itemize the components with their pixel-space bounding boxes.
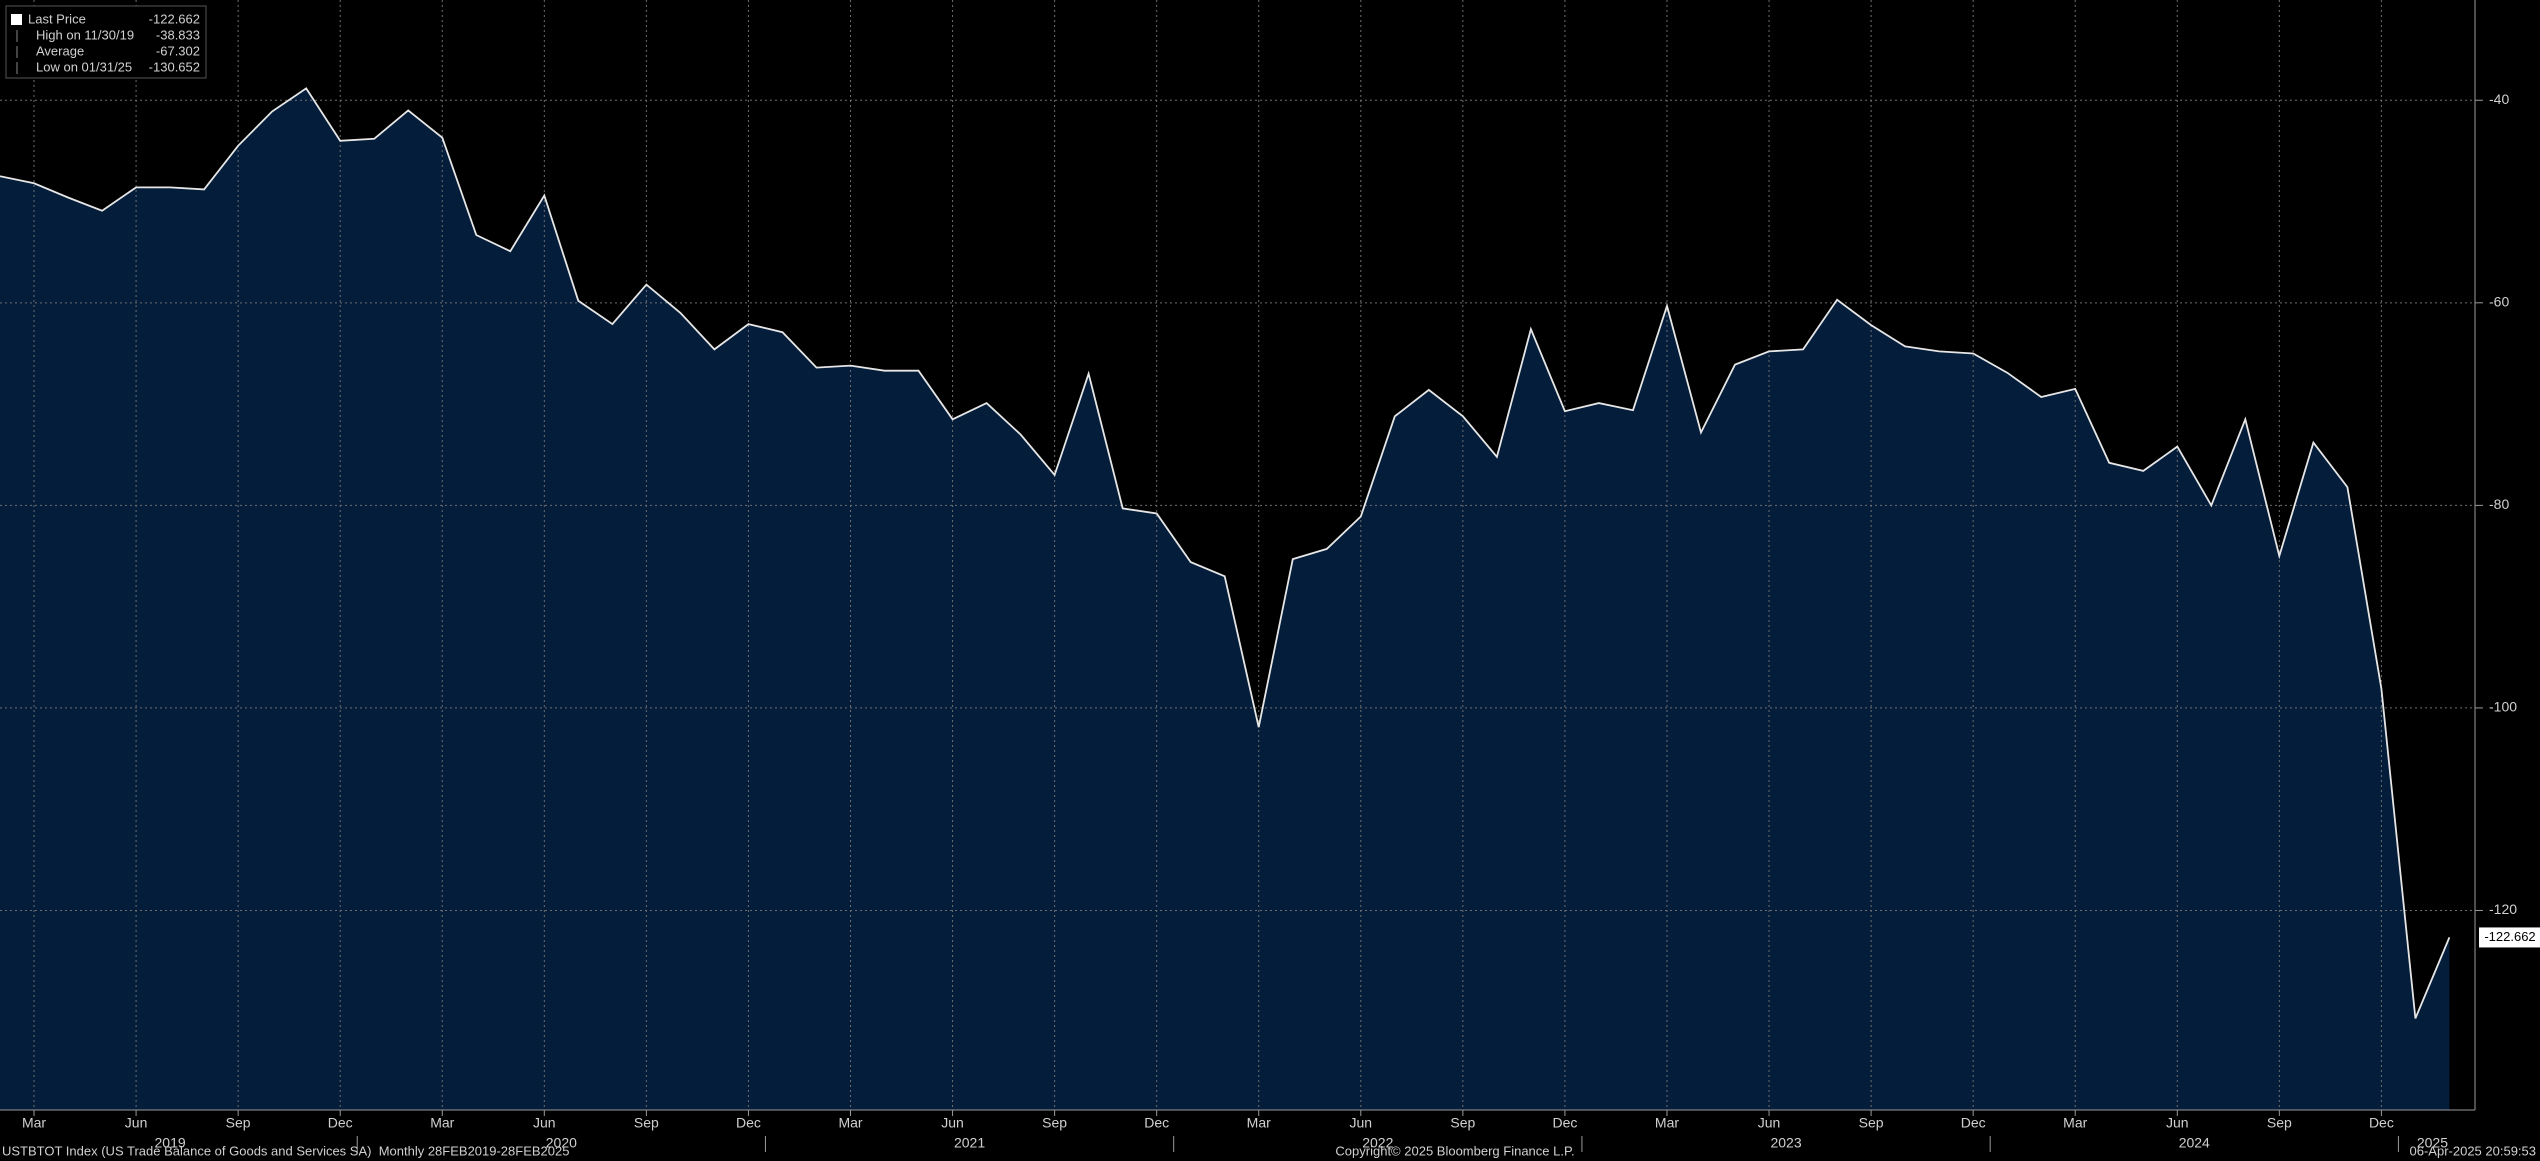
y-tick-label: -80 <box>2489 496 2509 512</box>
x-tick-label: Jun <box>2166 1115 2189 1131</box>
x-tick-label: Sep <box>1450 1115 1475 1131</box>
y-tick-label: -60 <box>2489 294 2509 310</box>
legend-label: Low on 01/31/25 <box>36 59 132 74</box>
x-tick-label: Sep <box>1042 1115 1067 1131</box>
legend-value: -38.833 <box>156 27 200 42</box>
area <box>0 88 2450 1110</box>
y-tick-label: -40 <box>2489 91 2509 107</box>
legend-label: Average <box>36 43 84 58</box>
legend-value: -67.302 <box>156 43 200 58</box>
x-tick-label: Sep <box>1859 1115 1884 1131</box>
footer-center: Copyright© 2025 Bloomberg Finance L.P. <box>1335 1143 1574 1158</box>
x-tick-label: Mar <box>838 1115 862 1131</box>
y-tick-label: -120 <box>2489 901 2517 917</box>
y-tick-label: -100 <box>2489 699 2517 715</box>
last-price-label: -122.662 <box>2484 929 2535 944</box>
x-tick-label: Sep <box>226 1115 251 1131</box>
x-tick-label: Jun <box>1350 1115 1373 1131</box>
legend-box <box>5 5 207 79</box>
line <box>0 87 2451 1019</box>
x-tick-label: Jun <box>125 1115 148 1131</box>
legend-label: Last Price <box>28 11 86 26</box>
x-tick-label: Sep <box>634 1115 659 1131</box>
legend-value: -130.652 <box>149 59 200 74</box>
year-label: 2025 <box>2417 1135 2448 1151</box>
x-tick-label: Dec <box>736 1115 761 1131</box>
x-tick-label: Jun <box>1758 1115 1781 1131</box>
x-tick-label: Sep <box>2267 1115 2292 1131</box>
legend-swatch <box>11 14 22 25</box>
year-label: 2019 <box>155 1135 186 1151</box>
x-tick-label: Mar <box>1247 1115 1271 1131</box>
last-price-tag <box>2479 927 2540 948</box>
x-tick-label: Mar <box>1655 1115 1679 1131</box>
x-tick-label: Dec <box>328 1115 353 1131</box>
year-label: 2022 <box>1362 1135 1393 1151</box>
x-tick-label: Dec <box>2369 1115 2394 1131</box>
x-tick-label: Mar <box>22 1115 46 1131</box>
year-label: 2021 <box>954 1135 985 1151</box>
year-label: 2023 <box>1770 1135 1801 1151</box>
x-tick-label: Dec <box>1961 1115 1986 1131</box>
legend-label: High on 11/30/19 <box>36 27 134 42</box>
year-label: 2024 <box>2179 1135 2210 1151</box>
x-tick-label: Mar <box>2063 1115 2087 1131</box>
legend-value: -122.662 <box>149 11 200 26</box>
x-tick-label: Mar <box>430 1115 454 1131</box>
footer-right: 06-Apr-2025 20:59:53 <box>2410 1143 2536 1158</box>
x-tick-label: Dec <box>1144 1115 1169 1131</box>
footer-left: USTBTOT Index (US Trade Balance of Goods… <box>2 1143 569 1158</box>
x-tick-label: Jun <box>941 1115 964 1131</box>
year-label: 2020 <box>546 1135 577 1151</box>
x-tick-label: Jun <box>533 1115 556 1131</box>
x-tick-label: Dec <box>1552 1115 1577 1131</box>
